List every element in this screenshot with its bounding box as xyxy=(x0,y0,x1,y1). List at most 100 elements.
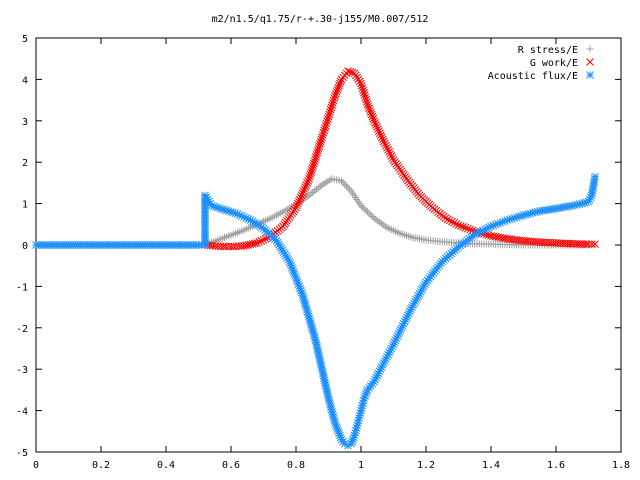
data-point xyxy=(364,102,373,111)
data-point xyxy=(327,103,336,112)
legend-label: G work/E xyxy=(530,58,578,69)
data-point xyxy=(315,142,324,150)
data-point xyxy=(368,112,377,121)
data-point xyxy=(331,90,340,98)
data-point xyxy=(328,101,336,110)
data-point xyxy=(312,150,321,159)
data-point xyxy=(491,232,500,241)
data-point xyxy=(377,133,386,142)
data-point xyxy=(309,159,318,168)
data-point xyxy=(300,185,309,193)
data-point xyxy=(361,93,370,102)
data-point xyxy=(316,140,324,148)
data-point xyxy=(297,191,306,200)
data-point xyxy=(448,217,456,226)
data-point xyxy=(367,211,375,219)
data-point xyxy=(294,199,302,208)
data-point xyxy=(387,152,396,160)
data-point xyxy=(351,71,360,80)
data-point xyxy=(452,220,461,228)
data-point xyxy=(314,144,323,153)
data-point xyxy=(305,172,314,181)
data-point xyxy=(314,146,322,155)
data-point xyxy=(292,203,300,212)
data-point xyxy=(323,115,332,123)
series-g-work-e xyxy=(201,67,599,251)
data-point xyxy=(359,203,367,211)
data-point xyxy=(366,106,374,115)
data-point xyxy=(328,99,337,107)
x-axis: 0 0.2 0.4 0.6 0.8 1 1.2 1.4 1.6 1.8 xyxy=(33,38,630,471)
data-point xyxy=(325,110,334,119)
data-point xyxy=(364,208,371,216)
data-point xyxy=(298,189,307,198)
y-tick-label: -2 xyxy=(16,324,28,335)
data-point xyxy=(384,145,392,154)
chart-title: m2/n1.5/q1.75/r-+.30-j155/M0.007/512 xyxy=(212,14,429,25)
legend-marker xyxy=(586,71,594,79)
x-tick-label: 1.2 xyxy=(417,460,435,471)
y-tick-label: 3 xyxy=(22,117,28,128)
data-point xyxy=(498,234,507,242)
data-point xyxy=(313,148,322,157)
data-point xyxy=(386,150,395,158)
data-point xyxy=(445,216,454,225)
data-point xyxy=(357,202,365,210)
data-point xyxy=(321,124,329,133)
data-point xyxy=(309,188,317,196)
data-point xyxy=(301,183,310,191)
data-point xyxy=(359,86,368,95)
data-point xyxy=(366,108,375,117)
data-point xyxy=(304,176,312,185)
x-tick-label: 0.4 xyxy=(157,460,175,471)
data-point xyxy=(309,161,317,170)
data-point xyxy=(373,123,381,131)
data-point xyxy=(370,116,378,125)
data-point xyxy=(450,218,459,227)
data-point xyxy=(354,75,363,84)
y-tick-label: 4 xyxy=(22,75,28,86)
legend-marker xyxy=(586,45,594,53)
data-point xyxy=(310,157,319,166)
series-layer xyxy=(32,67,599,450)
data-point xyxy=(255,238,264,246)
y-tick-label: 5 xyxy=(22,34,28,45)
data-point xyxy=(378,135,387,144)
data-point xyxy=(293,201,301,210)
data-point xyxy=(338,177,345,185)
y-tick-label: 0 xyxy=(22,241,28,252)
x-tick-label: 0 xyxy=(33,460,39,471)
x-tick-label: 1.8 xyxy=(612,460,630,471)
data-point xyxy=(295,195,304,204)
data-point xyxy=(311,155,320,164)
data-point xyxy=(322,119,331,128)
data-point xyxy=(336,79,344,88)
data-point xyxy=(353,73,361,82)
data-point xyxy=(319,128,328,137)
data-point xyxy=(372,121,380,129)
data-point xyxy=(336,77,345,86)
data-point xyxy=(582,240,591,248)
data-point xyxy=(375,127,383,136)
data-point xyxy=(456,222,465,230)
data-point xyxy=(363,100,372,109)
data-point xyxy=(454,221,463,229)
data-point xyxy=(303,179,311,187)
x-tick-label: 1.6 xyxy=(547,460,565,471)
data-point xyxy=(311,153,320,161)
data-point xyxy=(379,137,388,146)
data-point xyxy=(307,166,316,174)
legend: R stress/E G work/E Acoustic flux/E xyxy=(488,45,594,82)
data-point xyxy=(461,223,470,232)
data-point xyxy=(383,143,391,152)
data-point xyxy=(357,79,365,88)
data-point xyxy=(367,110,376,119)
legend-label: R stress/E xyxy=(518,45,578,56)
data-point xyxy=(318,131,327,139)
data-point xyxy=(314,184,322,192)
data-point xyxy=(342,182,350,190)
data-point xyxy=(358,84,367,92)
data-point xyxy=(332,87,341,96)
data-point xyxy=(587,240,596,249)
